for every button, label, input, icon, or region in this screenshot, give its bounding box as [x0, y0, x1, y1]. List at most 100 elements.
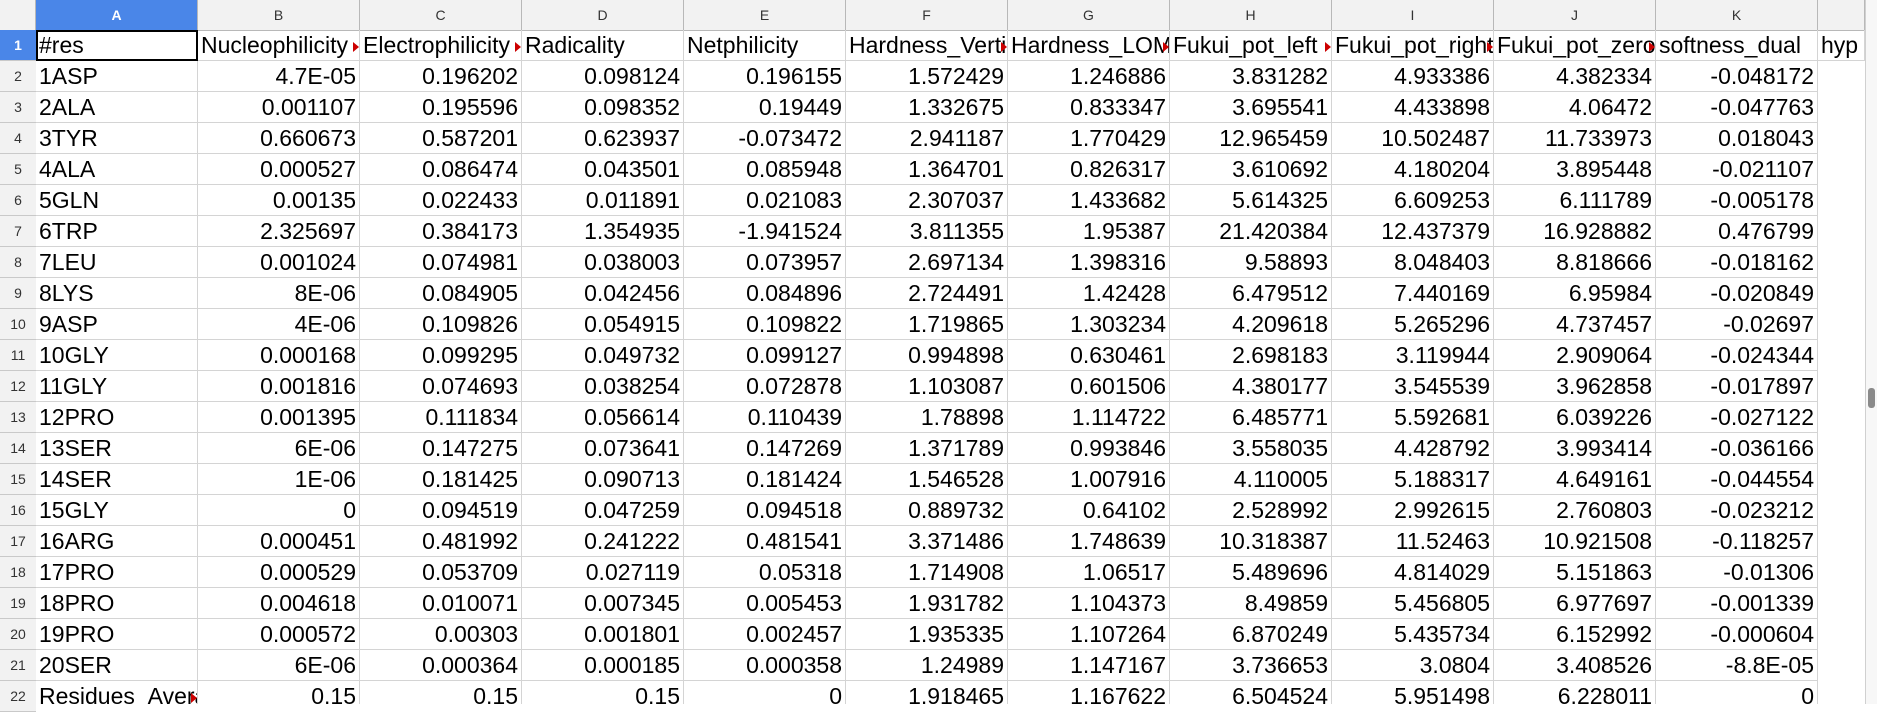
cell-b18[interactable]: 0.000529 — [198, 557, 360, 588]
cell-f6[interactable]: 2.307037 — [846, 185, 1008, 216]
cell-f14[interactable]: 1.371789 — [846, 433, 1008, 464]
cell-h2[interactable]: 3.831282 — [1170, 61, 1332, 92]
cell-j2[interactable]: 4.382334 — [1494, 61, 1656, 92]
cell-d5[interactable]: 0.043501 — [522, 154, 684, 185]
cell-a9[interactable]: 8LYS — [36, 278, 198, 309]
cell-d3[interactable]: 0.098352 — [522, 92, 684, 123]
row-header-20[interactable]: 20 — [0, 619, 36, 650]
column-header-g[interactable]: G — [1008, 0, 1170, 30]
column-header-e[interactable]: E — [684, 0, 846, 30]
select-all-corner[interactable] — [0, 0, 36, 30]
column-header-h[interactable]: H — [1170, 0, 1332, 30]
cell-g5[interactable]: 0.826317 — [1008, 154, 1170, 185]
cell-c13[interactable]: 0.111834 — [360, 402, 522, 433]
cell-e7[interactable]: -1.941524 — [684, 216, 846, 247]
cell-c21[interactable]: 0.000364 — [360, 650, 522, 681]
column-header-i[interactable]: I — [1332, 0, 1494, 30]
cell-b19[interactable]: 0.004618 — [198, 588, 360, 619]
cell-a21[interactable]: 20SER — [36, 650, 198, 681]
cell-b3[interactable]: 0.001107 — [198, 92, 360, 123]
column-header-d[interactable]: D — [522, 0, 684, 30]
cell-f15[interactable]: 1.546528 — [846, 464, 1008, 495]
cell-c6[interactable]: 0.022433 — [360, 185, 522, 216]
cell-h6[interactable]: 5.614325 — [1170, 185, 1332, 216]
cell-b22[interactable]: 0.15 — [198, 681, 360, 704]
cell-b12[interactable]: 0.001816 — [198, 371, 360, 402]
row-header-4[interactable]: 4 — [0, 123, 36, 154]
cell-k20[interactable]: -0.000604 — [1656, 619, 1818, 650]
row-header-11[interactable]: 11 — [0, 340, 36, 371]
cell-f19[interactable]: 1.931782 — [846, 588, 1008, 619]
cell-a14[interactable]: 13SER — [36, 433, 198, 464]
cell-k19[interactable]: -0.001339 — [1656, 588, 1818, 619]
cell-d2[interactable]: 0.098124 — [522, 61, 684, 92]
cell-h16[interactable]: 2.528992 — [1170, 495, 1332, 526]
row-header-7[interactable]: 7 — [0, 216, 36, 247]
cell-g12[interactable]: 0.601506 — [1008, 371, 1170, 402]
cell-a15[interactable]: 14SER — [36, 464, 198, 495]
cell-j15[interactable]: 4.649161 — [1494, 464, 1656, 495]
cell-g2[interactable]: 1.246886 — [1008, 61, 1170, 92]
cell-h3[interactable]: 3.695541 — [1170, 92, 1332, 123]
cell-a17[interactable]: 16ARG — [36, 526, 198, 557]
cell-d11[interactable]: 0.049732 — [522, 340, 684, 371]
cell-f7[interactable]: 3.811355 — [846, 216, 1008, 247]
cell-j16[interactable]: 2.760803 — [1494, 495, 1656, 526]
scrollbar-thumb[interactable] — [1868, 388, 1875, 408]
row-header-14[interactable]: 14 — [0, 433, 36, 464]
cell-g10[interactable]: 1.303234 — [1008, 309, 1170, 340]
cell-i3[interactable]: 4.433898 — [1332, 92, 1494, 123]
cell-a13[interactable]: 12PRO — [36, 402, 198, 433]
cell-e4[interactable]: -0.073472 — [684, 123, 846, 154]
cell-j20[interactable]: 6.152992 — [1494, 619, 1656, 650]
cell-f3[interactable]: 1.332675 — [846, 92, 1008, 123]
cell-d15[interactable]: 0.090713 — [522, 464, 684, 495]
cell-e1[interactable]: Netphilicity — [684, 30, 846, 61]
cell-g1[interactable]: Hardness_LOMO — [1008, 30, 1170, 61]
cell-k4[interactable]: 0.018043 — [1656, 123, 1818, 154]
cell-d9[interactable]: 0.042456 — [522, 278, 684, 309]
column-header-l[interactable] — [1818, 0, 1865, 30]
cell-a10[interactable]: 9ASP — [36, 309, 198, 340]
cell-a11[interactable]: 10GLY — [36, 340, 198, 371]
cell-c17[interactable]: 0.481992 — [360, 526, 522, 557]
cell-j6[interactable]: 6.111789 — [1494, 185, 1656, 216]
cell-b15[interactable]: 1E-06 — [198, 464, 360, 495]
row-header-22[interactable]: 22 — [0, 681, 36, 712]
cell-g21[interactable]: 1.147167 — [1008, 650, 1170, 681]
cell-c10[interactable]: 0.109826 — [360, 309, 522, 340]
cell-k13[interactable]: -0.027122 — [1656, 402, 1818, 433]
cell-e9[interactable]: 0.084896 — [684, 278, 846, 309]
cell-g20[interactable]: 1.107264 — [1008, 619, 1170, 650]
cell-f13[interactable]: 1.78898 — [846, 402, 1008, 433]
cell-d19[interactable]: 0.007345 — [522, 588, 684, 619]
cell-h14[interactable]: 3.558035 — [1170, 433, 1332, 464]
cell-e11[interactable]: 0.099127 — [684, 340, 846, 371]
column-header-f[interactable]: F — [846, 0, 1008, 30]
cell-c4[interactable]: 0.587201 — [360, 123, 522, 154]
cell-b11[interactable]: 0.000168 — [198, 340, 360, 371]
cell-i1[interactable]: Fukui_pot_right — [1332, 30, 1494, 61]
cell-a1[interactable]: #res — [36, 30, 198, 61]
cell-e6[interactable]: 0.021083 — [684, 185, 846, 216]
cell-h18[interactable]: 5.489696 — [1170, 557, 1332, 588]
cell-b5[interactable]: 0.000527 — [198, 154, 360, 185]
cell-d10[interactable]: 0.054915 — [522, 309, 684, 340]
row-header-10[interactable]: 10 — [0, 309, 36, 340]
cell-k14[interactable]: -0.036166 — [1656, 433, 1818, 464]
cell-f22[interactable]: 1.918465 — [846, 681, 1008, 704]
cell-b16[interactable]: 0 — [198, 495, 360, 526]
cell-i14[interactable]: 4.428792 — [1332, 433, 1494, 464]
cell-j3[interactable]: 4.06472 — [1494, 92, 1656, 123]
cell-k11[interactable]: -0.024344 — [1656, 340, 1818, 371]
cell-f8[interactable]: 2.697134 — [846, 247, 1008, 278]
cell-i13[interactable]: 5.592681 — [1332, 402, 1494, 433]
cell-j10[interactable]: 4.737457 — [1494, 309, 1656, 340]
cell-a22[interactable]: Residues_Average — [36, 681, 198, 704]
cell-g14[interactable]: 0.993846 — [1008, 433, 1170, 464]
cell-i10[interactable]: 5.265296 — [1332, 309, 1494, 340]
cell-h19[interactable]: 8.49859 — [1170, 588, 1332, 619]
cell-h17[interactable]: 10.318387 — [1170, 526, 1332, 557]
cell-i19[interactable]: 5.456805 — [1332, 588, 1494, 619]
cell-k1[interactable]: softness_dual — [1656, 30, 1818, 61]
